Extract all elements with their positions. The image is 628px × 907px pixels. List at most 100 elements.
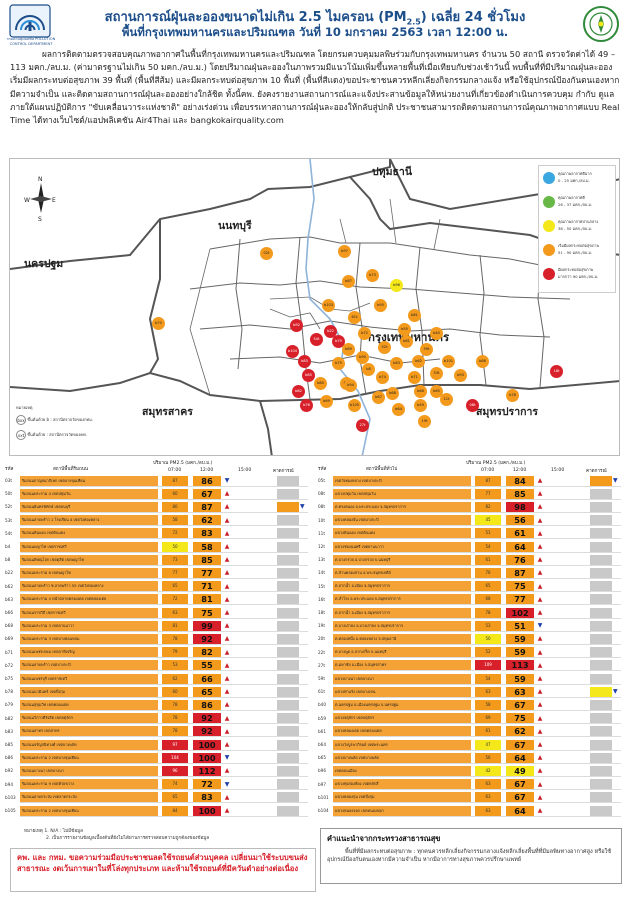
row-divider (20, 617, 308, 618)
legend-dot (543, 172, 555, 184)
row-divider (20, 736, 308, 737)
table-row: b104 แขวงหนองจอก เขตหนองจอก 63 64 ▲ (318, 805, 628, 816)
trend-up-icon: ▲ (537, 807, 543, 814)
value-0700: 63 (475, 779, 501, 790)
page-title: สถานการณ์ฝุ่นละอองขนาดไม่เกิน 2.5 ไมครอน… (104, 10, 526, 27)
value-1200: 67 (506, 739, 534, 750)
map-note: หมายเหตุ bxx ขึ้นต้นด้วย b : สถานีตรวจวั… (16, 405, 94, 440)
value-0700: 63 (475, 792, 501, 803)
forecast-cell (590, 699, 612, 710)
station-pin: b105 (348, 399, 361, 412)
station-name: เขตวังทองหลาง เขตบางกะปิ (333, 475, 471, 486)
station-name: ริมถนนลาดกระบัง เขตลาดกระบัง (20, 792, 158, 803)
value-1200: 76 (506, 554, 534, 565)
value-1200: 75 (506, 713, 534, 724)
row-divider (20, 749, 308, 750)
legend-dot (543, 244, 555, 256)
row-divider (20, 577, 308, 579)
station-pin: 27t (356, 419, 369, 432)
station-pin: b64 (392, 403, 405, 416)
station-name: ริมถนนสุขุมวิท เขตคลองเตย (20, 699, 158, 710)
value-1200: 59 (506, 633, 534, 644)
value-0700: 80 (162, 501, 188, 512)
value-0700: 76 (475, 567, 501, 578)
pcd-logo-caption: กรมควบคุมมลพิษ POLLUTION CONTROL DEPARTM… (6, 37, 56, 46)
value-1200: 67 (506, 792, 534, 803)
forecast-cell (277, 686, 299, 697)
station-pin: 54t (310, 333, 323, 346)
value-0700: 69 (475, 713, 501, 724)
trend-up-icon: ▲ (224, 648, 230, 656)
station-code: 20t (318, 636, 325, 642)
trend-up-icon: ▲ (537, 767, 543, 775)
station-pin: 02t (260, 247, 273, 260)
station-pin: b82 (292, 385, 305, 398)
value-0700: 65 (475, 581, 501, 592)
station-pin: b61 (400, 335, 413, 348)
station-name: แขวงบางนา เขตบางนา (333, 673, 471, 684)
value-1200: 100 (193, 752, 221, 763)
forecast-cell (590, 673, 612, 684)
trend-up-icon: ▲ (224, 516, 230, 524)
station-code: 19t (318, 623, 325, 629)
forecast-trend-down-icon: ▼ (300, 503, 305, 511)
table-row: b83 ริมถนนสาทร เขตสาทร 78 92 ▲ (5, 726, 315, 737)
forecast-cell (277, 673, 299, 684)
row-divider (20, 723, 308, 724)
forecast-cell (277, 541, 299, 552)
row-divider (333, 802, 621, 803)
value-1200: 72 (193, 779, 221, 790)
station-pin: b76 (300, 399, 313, 412)
value-0700: 72 (162, 594, 188, 605)
table-row: 22t ต.บางพูด อ.ปากเกร็ด จ.นนทบุรี 52 59 ▲ (318, 647, 628, 658)
table-row: b8 ริมถนนพิษณุโลก เขตดุสิต เขตพญาไท 73 85 ▲ (5, 554, 315, 566)
station-pin: b79 (332, 335, 345, 348)
station-name: ริมถนนพระราม 3 เขตยานนาวา (20, 620, 158, 631)
value-0700: 60 (162, 488, 188, 499)
station-code: b79 (5, 702, 13, 708)
station-code: 12t (318, 544, 325, 549)
station-pin: b8 (362, 363, 375, 376)
value-0700: 68 (475, 594, 501, 605)
table-row: 18t ต.ปากน้ำ อ.เมือง จ.สมุทรปราการ 78 102 ▲ (318, 607, 628, 618)
value-1200: 92 (193, 633, 221, 644)
row-divider (20, 802, 308, 803)
station-name: ริมถนนเพชรเกษม เขตภาษีเจริญ (20, 647, 158, 658)
station-code: 03t (5, 478, 12, 483)
region-nakhon-pathom: นครปฐม (24, 258, 64, 270)
value-1200: 63 (506, 686, 534, 697)
station-code: 16t (318, 596, 325, 602)
value-1200: 87 (506, 567, 534, 578)
table-row: b68 ริมถนนพระราม 3 เขตยานนาวา 81 99 ▲ (5, 620, 315, 632)
station-code: 10t (318, 517, 325, 523)
station-name: ริมถนนกาญจนาภิเษก เขตบางขุนเทียน (20, 475, 158, 486)
station-name: ต.บางพูด อ.ปากเกร็ด จ.นนทบุรี (333, 647, 471, 658)
value-0700: 58 (162, 515, 188, 526)
compass-icon: N S W E (24, 173, 58, 223)
table-row: b40 ต.นครปฐม อ.เมืองนครปฐม จ.นครปฐม 58 67 ▲ (318, 699, 628, 711)
table-row: b66 ริมถนนราชวิถี เขตราชเทวี 63 75 ▲ (5, 607, 315, 618)
value-0700: 63 (475, 805, 501, 816)
station-pin: b74 (376, 371, 389, 384)
legend-item-unhealthy-sensitive: เริ่มมีผลกระทบต่อสุขภาพ 51 - 90 มคก./ลบ.… (543, 242, 615, 262)
station-code: b22 (5, 570, 13, 576)
row-divider (333, 657, 621, 658)
value-1200: 99 (193, 620, 221, 631)
value-1200: 64 (506, 805, 534, 816)
forecast-cell (590, 515, 612, 526)
value-1200: 64 (506, 541, 534, 552)
value-0700: 73 (162, 554, 188, 565)
row-divider (333, 775, 621, 777)
station-code: b68 (5, 623, 13, 629)
row-divider (20, 485, 308, 486)
station-code: b94 (5, 781, 13, 787)
legend-item-unhealthy: มีผลกระทบต่อสุขภาพ มากกว่า 90 มคก./ลบ.ม. (543, 266, 615, 286)
station-code: b8 (5, 557, 11, 563)
value-1200: 84 (506, 475, 534, 486)
table-row: b86 ริมถนนพระราม 2 เขตบางขุนเทียน 104 100 ▼ (5, 752, 315, 764)
health-advice-box: คำแนะนำจากกระทรวงสาธารณสุข พื้นที่ที่มีผ… (320, 828, 622, 884)
value-0700: 47 (475, 739, 501, 750)
station-pin: b103 (322, 299, 335, 312)
station-code: 05t (318, 478, 325, 483)
value-0700: 65 (162, 581, 188, 592)
